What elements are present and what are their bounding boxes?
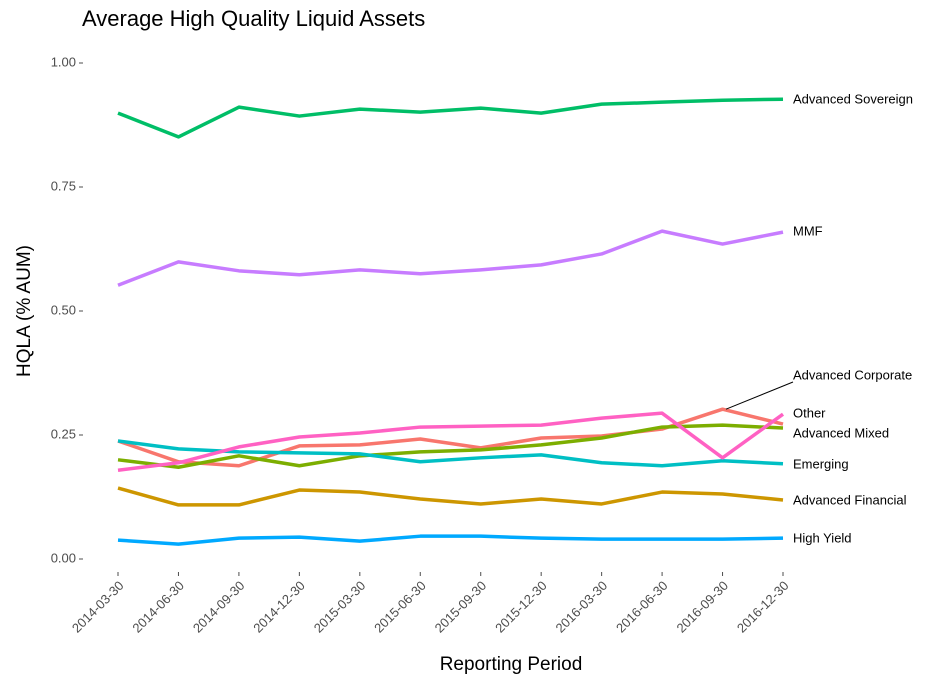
x-axis-title: Reporting Period bbox=[440, 654, 583, 675]
x-tick-label: 2014-12-30 bbox=[250, 578, 308, 636]
series-line bbox=[117, 423, 784, 469]
series-line bbox=[117, 534, 784, 546]
series-label: Advanced Corporate bbox=[793, 367, 912, 382]
series-line bbox=[117, 486, 784, 507]
y-tick-label: 0.50 bbox=[51, 302, 76, 317]
series-label: MMF bbox=[793, 223, 823, 238]
series-line bbox=[117, 439, 784, 468]
x-tick-label: 2015-03-30 bbox=[311, 578, 369, 636]
x-tick-label: 2016-12-30 bbox=[734, 578, 792, 636]
series-line bbox=[117, 407, 784, 468]
x-tick-label: 2016-09-30 bbox=[673, 578, 731, 636]
x-tick-label: 2016-06-30 bbox=[613, 578, 671, 636]
x-tick-label: 2016-03-30 bbox=[553, 578, 611, 636]
series-label: Advanced Sovereign bbox=[793, 91, 913, 106]
series-line bbox=[117, 229, 784, 287]
series-line bbox=[117, 411, 785, 472]
x-tick-label: 2014-03-30 bbox=[69, 578, 127, 636]
chart-title: Average High Quality Liquid Assets bbox=[82, 6, 425, 31]
x-tick-label: 2014-09-30 bbox=[190, 578, 248, 636]
series-label: High Yield bbox=[793, 530, 852, 545]
label-leader bbox=[725, 381, 794, 410]
y-axis-title: HQLA (% AUM) bbox=[14, 245, 35, 377]
y-tick-label: 1.00 bbox=[51, 54, 76, 69]
series-line bbox=[117, 97, 784, 139]
y-tick-label: 0.25 bbox=[51, 426, 76, 441]
series-label: Advanced Mixed bbox=[793, 425, 889, 440]
series-label: Other bbox=[793, 405, 826, 420]
x-tick-label: 2015-09-30 bbox=[432, 578, 490, 636]
y-tick-label: 0.75 bbox=[51, 178, 76, 193]
x-tick-label: 2015-12-30 bbox=[492, 578, 550, 636]
series-label: Advanced Financial bbox=[793, 492, 907, 507]
x-tick-label: 2014-06-30 bbox=[129, 578, 187, 636]
x-tick-label: 2015-06-30 bbox=[371, 578, 429, 636]
y-tick-label: 0.00 bbox=[51, 550, 76, 565]
series-label: Emerging bbox=[793, 456, 849, 471]
